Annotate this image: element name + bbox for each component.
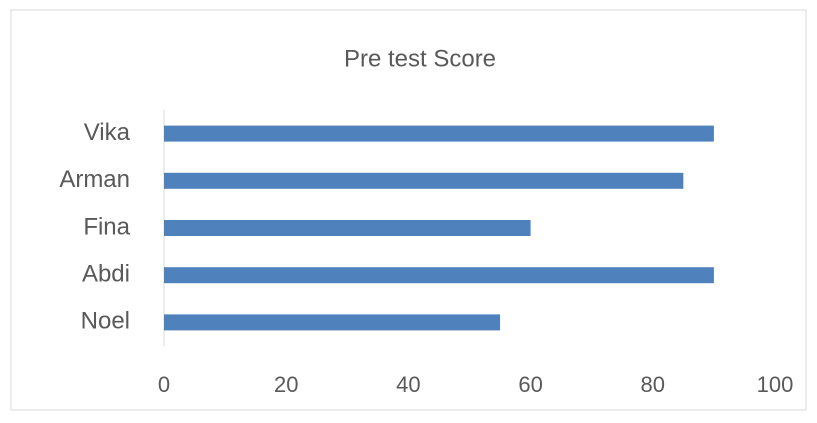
chart-border: [10, 9, 807, 411]
x-tick-label: 20: [274, 372, 298, 397]
x-tick-label: 100: [757, 372, 794, 397]
y-tick-label: Arman: [59, 166, 130, 193]
bar: [164, 172, 684, 189]
y-tick-label: Noel: [81, 308, 130, 335]
bar: [164, 267, 714, 284]
x-tick-label: 40: [396, 372, 420, 397]
y-tick-label: Fina: [83, 213, 130, 240]
bar: [164, 314, 501, 331]
x-tick-label: 60: [518, 372, 542, 397]
y-tick-label: Vika: [84, 119, 131, 146]
chart-title: Pre test Score: [344, 45, 496, 72]
x-tick-label: 80: [641, 372, 665, 397]
x-tick-label: 0: [158, 372, 170, 397]
bar: [164, 125, 714, 142]
y-tick-label: Abdi: [82, 261, 130, 288]
bar: [164, 220, 531, 236]
